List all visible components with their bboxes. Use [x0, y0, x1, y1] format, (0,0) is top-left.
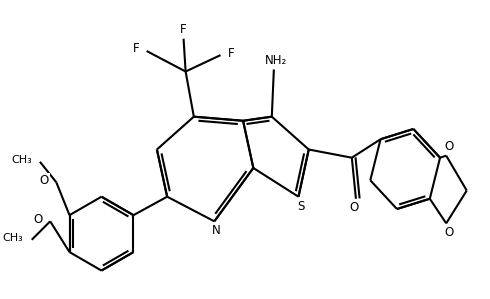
Text: F: F	[228, 47, 235, 60]
Text: N: N	[212, 224, 221, 237]
Text: CH₃: CH₃	[11, 155, 32, 165]
Text: O: O	[349, 201, 359, 214]
Text: O: O	[40, 174, 49, 187]
Text: F: F	[180, 23, 187, 36]
Text: O: O	[445, 140, 454, 153]
Text: O: O	[33, 213, 43, 226]
Text: CH₃: CH₃	[3, 233, 24, 243]
Text: O: O	[445, 226, 454, 239]
Text: F: F	[133, 42, 139, 55]
Text: S: S	[297, 200, 304, 213]
Text: NH₂: NH₂	[265, 54, 287, 67]
